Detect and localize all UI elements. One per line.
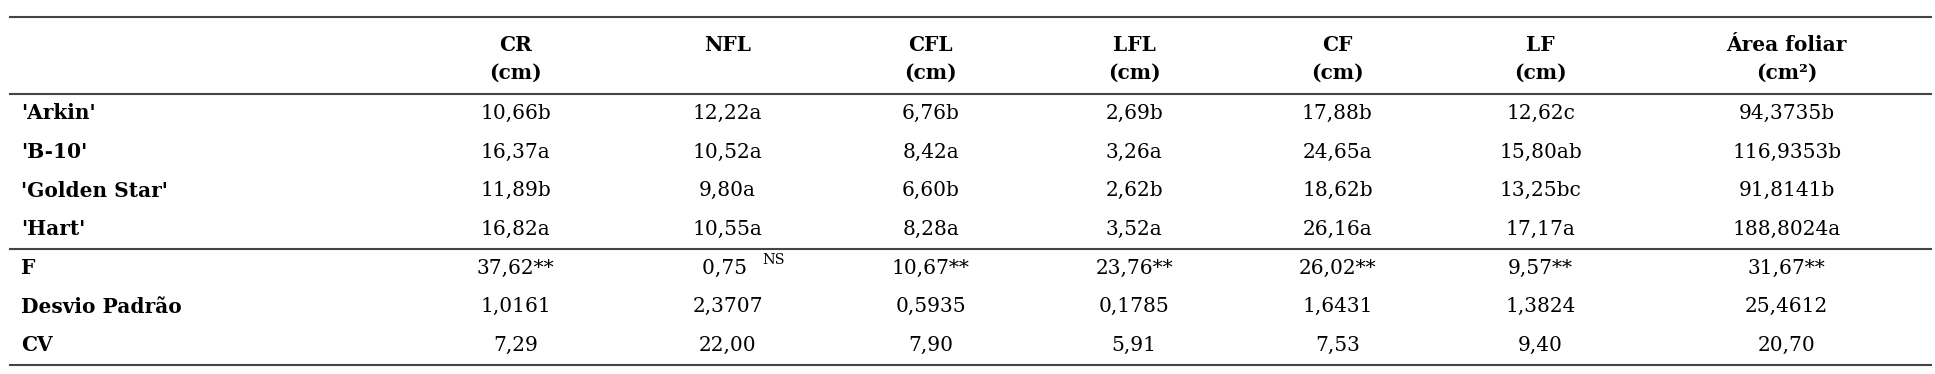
- Text: 188,8024a: 188,8024a: [1732, 220, 1840, 239]
- Text: 94,3735b: 94,3735b: [1740, 104, 1834, 123]
- Text: CFL: CFL: [909, 36, 954, 55]
- Text: 9,57**: 9,57**: [1507, 258, 1573, 278]
- Text: 13,25bc: 13,25bc: [1500, 181, 1581, 200]
- Text: 10,66b: 10,66b: [480, 104, 551, 123]
- Text: 9,40: 9,40: [1519, 336, 1563, 355]
- Text: 37,62**: 37,62**: [476, 258, 555, 278]
- Text: NS: NS: [762, 252, 786, 267]
- Text: 0,75: 0,75: [702, 258, 753, 278]
- Text: 7,90: 7,90: [908, 336, 954, 355]
- Text: 26,02**: 26,02**: [1298, 258, 1376, 278]
- Text: 16,82a: 16,82a: [480, 220, 551, 239]
- Text: 17,88b: 17,88b: [1302, 104, 1372, 123]
- Text: 2,62b: 2,62b: [1105, 181, 1163, 200]
- Text: 1,6431: 1,6431: [1302, 297, 1372, 316]
- Text: 'Golden Star': 'Golden Star': [21, 181, 168, 201]
- Text: LF: LF: [1527, 36, 1556, 55]
- Text: 8,42a: 8,42a: [902, 142, 960, 162]
- Text: F: F: [21, 258, 35, 278]
- Text: CR: CR: [499, 36, 532, 55]
- Text: 12,62c: 12,62c: [1505, 104, 1575, 123]
- Text: 31,67**: 31,67**: [1747, 258, 1825, 278]
- Text: 6,60b: 6,60b: [902, 181, 960, 200]
- Text: 7,29: 7,29: [493, 336, 538, 355]
- Text: 6,76b: 6,76b: [902, 104, 960, 123]
- Text: (cm): (cm): [1312, 62, 1364, 83]
- Text: 3,52a: 3,52a: [1105, 220, 1163, 239]
- Text: 2,69b: 2,69b: [1105, 104, 1163, 123]
- Text: CV: CV: [21, 335, 52, 355]
- Text: 26,16a: 26,16a: [1302, 220, 1372, 239]
- Text: 10,67**: 10,67**: [892, 258, 969, 278]
- Text: LFL: LFL: [1113, 36, 1155, 55]
- Text: 0,1785: 0,1785: [1099, 297, 1169, 316]
- Text: 8,28a: 8,28a: [902, 220, 960, 239]
- Text: 16,37a: 16,37a: [480, 142, 551, 162]
- Text: 18,62b: 18,62b: [1302, 181, 1372, 200]
- Text: 3,26a: 3,26a: [1105, 142, 1163, 162]
- Text: 23,76**: 23,76**: [1095, 258, 1173, 278]
- Text: 24,65a: 24,65a: [1302, 142, 1372, 162]
- Text: 'Arkin': 'Arkin': [21, 104, 97, 123]
- Text: (cm): (cm): [904, 62, 958, 83]
- Text: 1,3824: 1,3824: [1505, 297, 1575, 316]
- Text: (cm): (cm): [490, 62, 542, 83]
- Text: 22,00: 22,00: [699, 336, 757, 355]
- Text: 15,80ab: 15,80ab: [1500, 142, 1583, 162]
- Text: 12,22a: 12,22a: [693, 104, 762, 123]
- Text: 'B-10': 'B-10': [21, 142, 87, 162]
- Text: Área foliar: Área foliar: [1726, 36, 1846, 55]
- Text: 20,70: 20,70: [1757, 336, 1815, 355]
- Text: 7,53: 7,53: [1316, 336, 1360, 355]
- Text: 5,91: 5,91: [1111, 336, 1157, 355]
- Text: 25,4612: 25,4612: [1745, 297, 1829, 316]
- Text: 'Hart': 'Hart': [21, 220, 85, 239]
- Text: 2,3707: 2,3707: [693, 297, 762, 316]
- Text: 0,5935: 0,5935: [896, 297, 966, 316]
- Text: 10,52a: 10,52a: [693, 142, 762, 162]
- Text: Desvio Padrão: Desvio Padrão: [21, 297, 182, 317]
- Text: 116,9353b: 116,9353b: [1732, 142, 1842, 162]
- Text: CF: CF: [1322, 36, 1353, 55]
- Text: 1,0161: 1,0161: [480, 297, 551, 316]
- Text: 9,80a: 9,80a: [699, 181, 757, 200]
- Text: NFL: NFL: [704, 36, 751, 55]
- Text: 91,8141b: 91,8141b: [1738, 181, 1834, 200]
- Text: (cm): (cm): [1107, 62, 1161, 83]
- Text: (cm²): (cm²): [1755, 62, 1817, 83]
- Text: (cm): (cm): [1515, 62, 1567, 83]
- Text: 17,17a: 17,17a: [1505, 220, 1575, 239]
- Text: 10,55a: 10,55a: [693, 220, 762, 239]
- Text: 11,89b: 11,89b: [480, 181, 551, 200]
